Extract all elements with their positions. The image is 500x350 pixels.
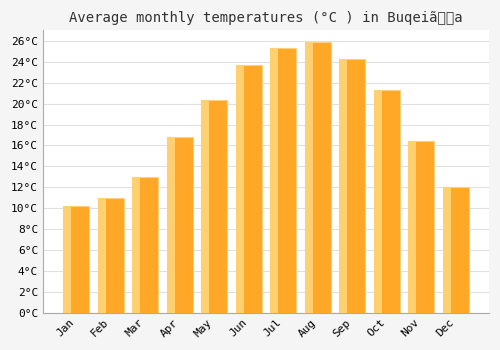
Bar: [63, 206, 71, 313]
Bar: [374, 90, 382, 313]
Bar: [98, 198, 106, 313]
Bar: [166, 137, 174, 313]
Bar: [408, 141, 434, 313]
Bar: [270, 48, 278, 313]
Bar: [304, 42, 330, 313]
Bar: [201, 100, 209, 313]
Bar: [339, 59, 347, 313]
Bar: [132, 177, 140, 313]
Bar: [442, 187, 450, 313]
Bar: [236, 65, 262, 313]
Bar: [63, 206, 89, 313]
Bar: [408, 141, 416, 313]
Bar: [374, 90, 400, 313]
Bar: [98, 198, 124, 313]
Bar: [270, 48, 296, 313]
Bar: [442, 187, 468, 313]
Bar: [132, 177, 158, 313]
Title: Average monthly temperatures (°C ) in Buqeiãa: Average monthly temperatures (°C ) in Bu…: [69, 11, 462, 25]
Bar: [166, 137, 192, 313]
Bar: [339, 59, 365, 313]
Bar: [304, 42, 312, 313]
Bar: [236, 65, 244, 313]
Bar: [201, 100, 227, 313]
